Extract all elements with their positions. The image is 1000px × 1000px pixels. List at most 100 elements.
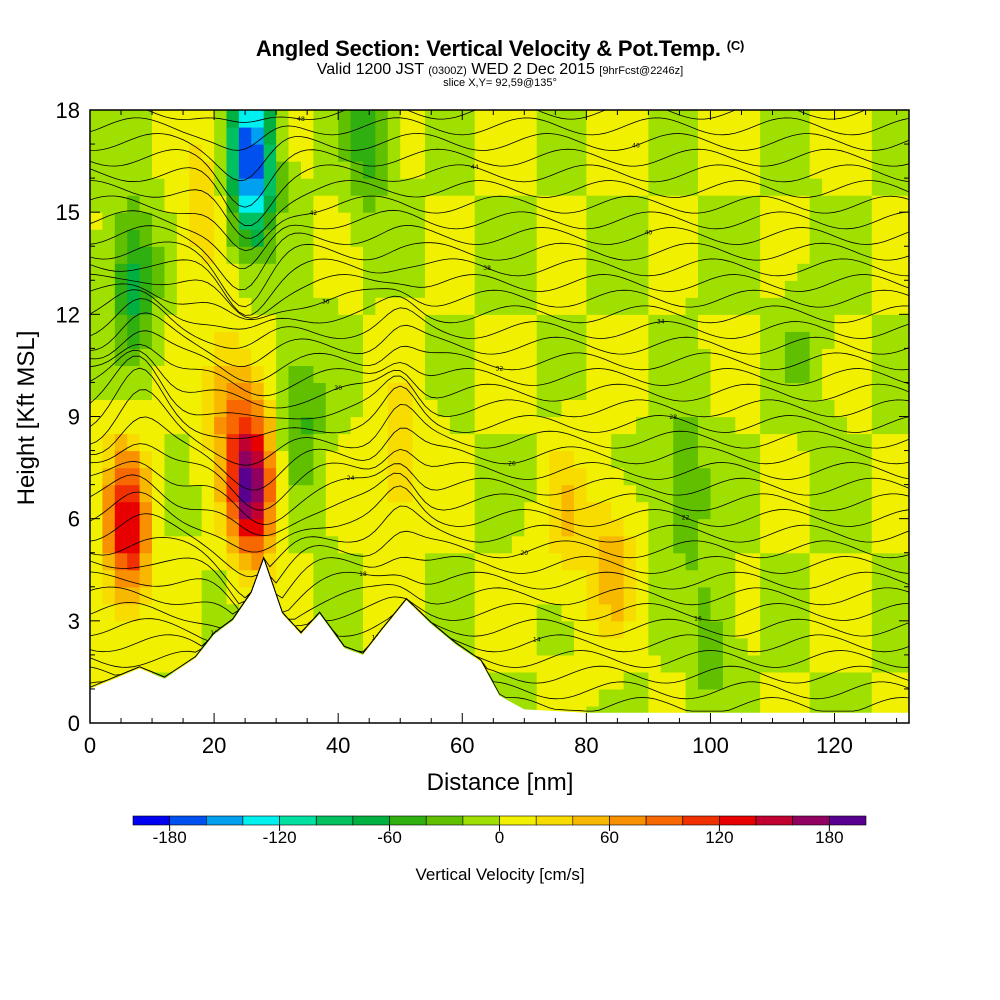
- colorbar-swatch: [242, 815, 280, 826]
- velocity-cell: [648, 688, 662, 707]
- velocity-cell: [772, 178, 786, 196]
- velocity-cell: [325, 314, 339, 332]
- velocity-cell: [685, 467, 699, 486]
- velocity-cell: [474, 467, 488, 486]
- velocity-cell: [611, 348, 625, 366]
- velocity-cell: [102, 195, 116, 213]
- velocity-cell: [549, 603, 563, 622]
- velocity-cell: [400, 144, 414, 162]
- velocity-cell: [449, 586, 463, 605]
- velocity-cell: [499, 127, 513, 145]
- velocity-cell: [747, 178, 761, 196]
- velocity-cell: [797, 348, 811, 366]
- velocity-cell: [412, 297, 426, 315]
- velocity-cell: [350, 433, 364, 452]
- velocity-cell: [549, 569, 563, 588]
- velocity-cell: [549, 552, 563, 571]
- velocity-cell: [313, 399, 327, 418]
- velocity-cell: [648, 178, 662, 196]
- velocity-cell: [487, 297, 501, 315]
- velocity-cell: [536, 297, 550, 315]
- velocity-cell: [698, 586, 711, 605]
- velocity-cell: [276, 484, 290, 503]
- isentrope-label: 32: [496, 365, 504, 372]
- velocity-cell: [710, 297, 724, 315]
- velocity-cell: [847, 161, 860, 179]
- velocity-cell: [462, 331, 476, 349]
- velocity-cell: [437, 161, 451, 179]
- velocity-cell: [499, 501, 513, 520]
- velocity-cell: [276, 178, 290, 196]
- velocity-cell: [871, 246, 885, 264]
- velocity-cell: [760, 416, 774, 435]
- velocity-cell: [859, 637, 873, 656]
- velocity-cell: [238, 467, 252, 486]
- velocity-cell: [673, 518, 687, 537]
- velocity-cell: [660, 246, 674, 264]
- velocity-cell: [685, 348, 699, 366]
- velocity-cell: [263, 450, 277, 469]
- velocity-cell: [301, 433, 314, 452]
- velocity-cell: [673, 382, 687, 400]
- velocity-cell: [214, 195, 228, 213]
- velocity-cell: [437, 535, 451, 554]
- velocity-cell: [636, 246, 649, 264]
- velocity-cell: [499, 297, 513, 315]
- velocity-cell: [164, 263, 178, 281]
- velocity-cell: [797, 501, 811, 520]
- velocity-cell: [437, 569, 451, 588]
- velocity-cell: [375, 569, 389, 588]
- velocity-cell: [102, 246, 116, 264]
- velocity-cell: [611, 654, 625, 673]
- velocity-cell: [760, 144, 774, 162]
- velocity-cell: [201, 331, 215, 349]
- velocity-cell: [301, 144, 314, 162]
- velocity-cell: [325, 331, 339, 349]
- velocity-cell: [735, 229, 749, 247]
- velocity-cell: [710, 399, 724, 418]
- velocity-cell: [574, 144, 587, 162]
- velocity-cell: [784, 144, 798, 162]
- velocity-cell: [449, 433, 463, 452]
- velocity-cell: [301, 127, 314, 145]
- velocity-cell: [822, 229, 836, 247]
- velocity-cell: [313, 365, 327, 383]
- velocity-cell: [760, 501, 774, 520]
- velocity-cell: [363, 246, 376, 264]
- velocity-cell: [809, 552, 823, 571]
- velocity-cell: [189, 331, 203, 349]
- velocity-cell: [834, 331, 848, 349]
- velocity-cell: [425, 280, 438, 298]
- velocity-cell: [313, 467, 327, 486]
- velocity-cell: [660, 586, 674, 605]
- velocity-cell: [698, 535, 711, 554]
- velocity-cell: [251, 467, 265, 486]
- terrain: [90, 559, 909, 723]
- velocity-cell: [474, 348, 488, 366]
- velocity-cell: [598, 212, 612, 230]
- velocity-cell: [636, 212, 649, 230]
- velocity-cell: [462, 212, 476, 230]
- velocity-cell: [611, 671, 625, 690]
- velocity-cell: [524, 671, 538, 690]
- velocity-cell: [238, 212, 252, 230]
- velocity-cell: [561, 416, 575, 435]
- velocity-cell: [747, 586, 761, 605]
- velocity-cell: [325, 501, 339, 520]
- velocity-cell: [189, 620, 203, 639]
- velocity-cell: [636, 280, 649, 298]
- velocity-cell: [648, 161, 662, 179]
- velocity-cell: [871, 586, 885, 605]
- velocity-cell: [896, 314, 909, 332]
- velocity-cell: [449, 195, 463, 213]
- velocity-cell: [636, 586, 649, 605]
- velocity-cell: [139, 212, 153, 230]
- velocity-cell: [139, 195, 153, 213]
- velocity-cell: [648, 450, 662, 469]
- velocity-cell: [896, 127, 909, 145]
- velocity-cell: [449, 416, 463, 435]
- velocity-cell: [263, 263, 277, 281]
- velocity-cell: [574, 450, 587, 469]
- velocity-cell: [201, 280, 215, 298]
- velocity-cell: [425, 416, 438, 435]
